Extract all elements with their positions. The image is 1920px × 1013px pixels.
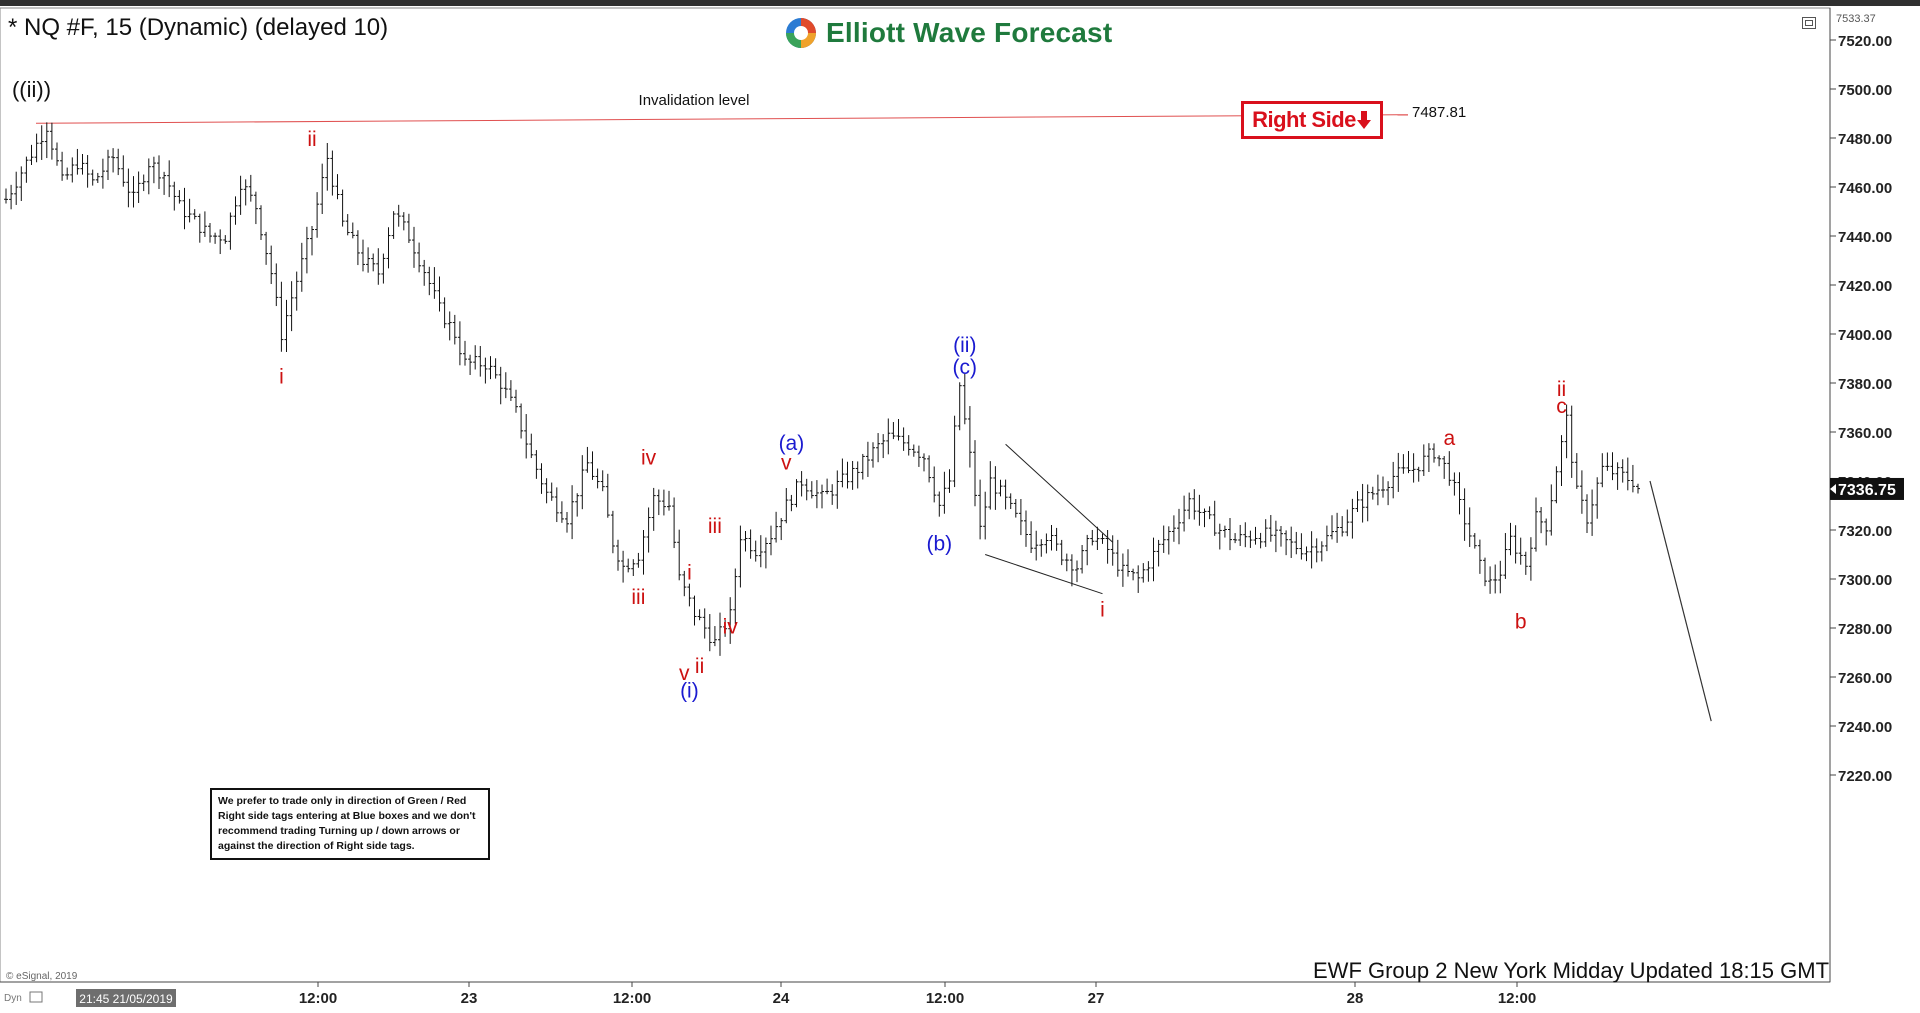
x-tick-label: 12:00	[926, 990, 964, 1007]
corner-icon	[29, 991, 43, 1003]
trading-note: We prefer to trade only in direction of …	[210, 788, 490, 860]
x-axis-labels: 12:00 23 12:00 24 12:00 27 28 12:00	[299, 982, 1536, 1007]
y-tick-label: 7260.00	[1838, 670, 1892, 687]
y-tick-label: 7380.00	[1838, 376, 1892, 393]
wave-label: iv	[641, 447, 657, 470]
brand-logo-icon	[786, 18, 816, 48]
maximize-icon[interactable]	[1802, 17, 1816, 29]
arrow-down-icon	[1356, 111, 1371, 129]
x-tick-label: 27	[1088, 990, 1105, 1007]
x-tick-label: 28	[1347, 990, 1364, 1007]
last-price-marker: 7336.75	[1830, 477, 1904, 500]
x-tick-label: 23	[461, 990, 478, 1007]
projection-path	[1649, 480, 1712, 722]
last-price-label: 7336.75	[1838, 482, 1896, 499]
wave-label: i	[1100, 598, 1105, 621]
invalidation-line-group: Invalidation level 7487.81	[35, 92, 1466, 124]
right-side-tag: Right Side	[1241, 101, 1383, 139]
wave-label: a	[1443, 427, 1455, 450]
wave-label: ii	[307, 128, 316, 151]
y-tick-label: 7460.00	[1838, 180, 1892, 197]
ohlc-bars	[4, 122, 1640, 656]
y-axis-ticks: 7520.00 7500.00 7480.00 7460.00 7440.00 7420.…	[1830, 13, 1892, 785]
wave-label: ((ii))	[12, 77, 51, 102]
corner-label: Dyn	[4, 993, 22, 1004]
wave-label: c	[1556, 395, 1567, 418]
ending-diagonal	[985, 443, 1114, 595]
wave-label: ii	[695, 655, 704, 678]
y-tick-label: 7420.00	[1838, 278, 1892, 295]
invalidation-value: 7487.81	[1412, 104, 1466, 121]
x-tick-label: 12:00	[613, 990, 651, 1007]
x-tick-label: 12:00	[1498, 990, 1536, 1007]
wave-label: v	[679, 662, 690, 685]
wave-label: b	[1515, 611, 1527, 634]
copyright-label: © eSignal, 2019	[6, 971, 78, 982]
last-price-box	[1830, 477, 1904, 500]
y-tick-label: 7220.00	[1838, 768, 1892, 785]
invalidation-label: Invalidation level	[639, 92, 750, 109]
chart-title: * NQ #F, 15 (Dynamic) (delayed 10)	[8, 14, 389, 41]
projection-line	[1649, 480, 1712, 722]
right-side-label: Right Side	[1252, 107, 1356, 132]
update-footer: EWF Group 2 New York Midday Updated 18:1…	[1313, 958, 1830, 983]
wave-label: v	[781, 451, 792, 474]
last-price-pointer	[1830, 483, 1836, 494]
x-tick-label: 12:00	[299, 990, 337, 1007]
wave-label: i	[687, 562, 692, 585]
wave-label: (i)	[680, 679, 699, 702]
y-top-value-label: 7533.37	[1836, 13, 1876, 25]
diagonal-lower-line	[985, 554, 1103, 595]
y-tick-label: 7480.00	[1838, 131, 1892, 148]
y-tick-label: 7240.00	[1838, 719, 1892, 736]
wave-label: (ii)	[953, 334, 976, 357]
cursor-date-box	[76, 989, 176, 1007]
y-tick-label: 7300.00	[1838, 572, 1892, 589]
brand-logo-block: Elliott Wave Forecast	[784, 16, 1112, 50]
wave-label: iii	[708, 515, 722, 538]
wave-label: (b)	[926, 532, 952, 555]
cursor-date-label: 21:45 21/05/2019	[79, 992, 173, 1006]
wave-label: ii	[1557, 378, 1566, 401]
x-tick-label: 24	[773, 990, 790, 1007]
y-tick-label: 7440.00	[1838, 229, 1892, 246]
wave-label: iv	[723, 616, 739, 639]
window-top-border	[0, 0, 1920, 6]
invalidation-line	[35, 114, 1409, 124]
y-tick-label: 7280.00	[1838, 621, 1892, 638]
wave-label: (c)	[953, 356, 978, 379]
y-tick-label: 7360.00	[1838, 425, 1892, 442]
diagonal-upper-line	[1005, 443, 1114, 543]
y-tick-label: 7520.00	[1838, 33, 1892, 50]
y-tick-label: 7320.00	[1838, 523, 1892, 540]
wave-labels: ((ii))iiiiiiivviiiiiiivv(i)(a)(b)(ii)(c)…	[12, 77, 1567, 702]
brand-name: Elliott Wave Forecast	[826, 17, 1113, 48]
wave-label: iii	[631, 586, 645, 609]
y-tick-label: 7400.00	[1838, 327, 1892, 344]
wave-label: i	[279, 366, 284, 389]
y-tick-label: 7500.00	[1838, 82, 1892, 99]
wave-label: (a)	[779, 432, 805, 455]
